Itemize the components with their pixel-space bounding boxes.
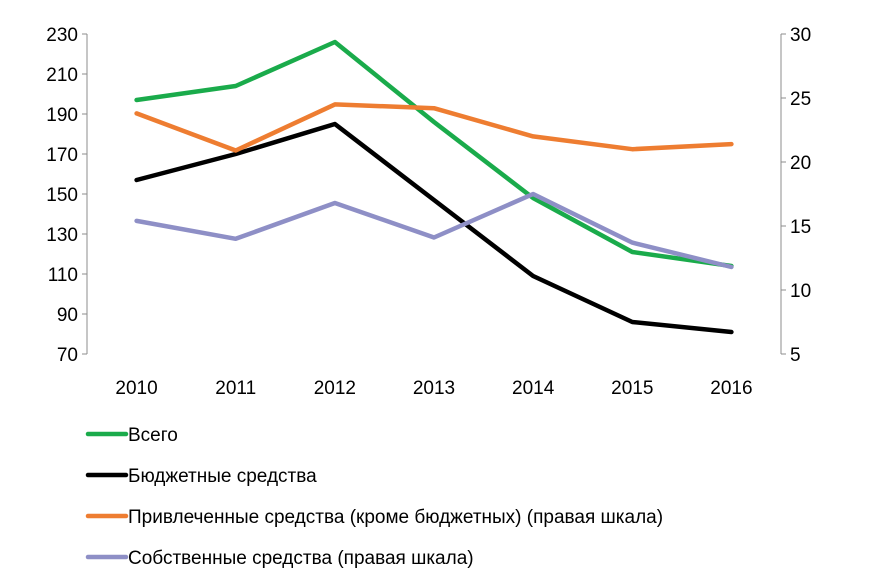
left-tick-label: 170 xyxy=(46,145,78,166)
left-tick-label: 130 xyxy=(46,225,78,246)
right-tick-label: 15 xyxy=(790,217,811,238)
x-tick-label: 2012 xyxy=(314,378,356,399)
left-tick-label: 110 xyxy=(48,265,78,286)
series-lines xyxy=(134,39,734,335)
right-tick-label: 5 xyxy=(790,345,801,366)
legend: Всего Бюджетные средства Привлеченные сред… xyxy=(85,425,663,569)
x-axis: 2010 2011 2012 2013 2014 2015 2016 xyxy=(115,378,752,399)
left-tick-label: 210 xyxy=(46,65,78,86)
right-tick-label: 30 xyxy=(790,25,811,46)
right-tick-label: 25 xyxy=(790,89,811,110)
right-tick-label: 20 xyxy=(790,153,811,174)
legend-label-3: Собственные средства (правая шкала) xyxy=(128,548,474,569)
legend-label-1: Бюджетные средства xyxy=(128,466,317,487)
right-tick-label: 10 xyxy=(790,281,811,302)
x-tick-label: 2011 xyxy=(215,378,256,399)
legend-label-2: Привлеченные средства (кроме бюджетных) … xyxy=(128,507,663,528)
left-tick-label: 150 xyxy=(46,185,78,206)
left-tick-label: 190 xyxy=(46,105,78,126)
left-tick-label: 90 xyxy=(57,305,78,326)
right-axis: 30 25 20 15 10 5 xyxy=(780,25,811,366)
x-tick-label: 2010 xyxy=(115,378,157,399)
series-line-3 xyxy=(134,191,734,270)
left-tick-label: 70 xyxy=(57,345,78,366)
x-tick-label: 2013 xyxy=(413,378,455,399)
x-tick-label: 2016 xyxy=(710,378,752,399)
series-line-2 xyxy=(134,102,734,153)
series-line-1 xyxy=(134,121,734,335)
x-tick-label: 2015 xyxy=(611,378,653,399)
left-tick-label: 230 xyxy=(46,25,78,46)
series-line-0 xyxy=(134,39,734,269)
left-axis: 230 210 190 170 150 130 110 90 70 xyxy=(46,25,88,366)
x-tick-label: 2014 xyxy=(512,378,555,399)
legend-label-0: Всего xyxy=(128,425,178,446)
